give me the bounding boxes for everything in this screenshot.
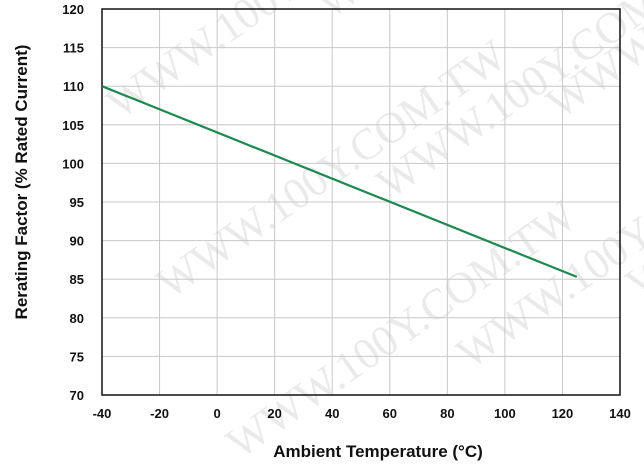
x-tick-label: 80: [440, 406, 454, 421]
x-axis-label: Ambient Temperature (°C): [273, 442, 483, 461]
x-tick-label: 60: [383, 406, 397, 421]
x-tick-label: 100: [494, 406, 516, 421]
x-tick-label: -20: [150, 406, 169, 421]
y-tick-label: 100: [62, 156, 84, 171]
y-tick-label: 75: [70, 349, 84, 364]
y-tick-label: 85: [70, 272, 84, 287]
y-tick-label: 80: [70, 311, 84, 326]
x-tick-labels: -40 -20 0 20 40 60 80 100 120 140: [93, 406, 631, 421]
y-tick-label: 115: [63, 41, 84, 56]
y-tick-label: 95: [70, 195, 84, 210]
y-tick-label: 90: [70, 234, 84, 249]
x-tick-label: 20: [267, 406, 281, 421]
x-tick-label: 40: [325, 406, 339, 421]
x-tick-label: 140: [609, 406, 631, 421]
y-tick-label: 110: [63, 79, 84, 94]
y-tick-label: 105: [62, 118, 84, 133]
y-tick-labels: 70 75 80 85 90 95 100 105 110 115 120: [62, 2, 84, 403]
x-tick-label: -40: [93, 406, 112, 421]
x-tick-label: 120: [552, 406, 574, 421]
x-tick-label: 0: [213, 406, 220, 421]
y-tick-label: 120: [62, 2, 84, 17]
y-tick-label: 70: [70, 388, 84, 403]
y-axis-label: Rerating Factor (% Rated Current): [12, 45, 31, 320]
